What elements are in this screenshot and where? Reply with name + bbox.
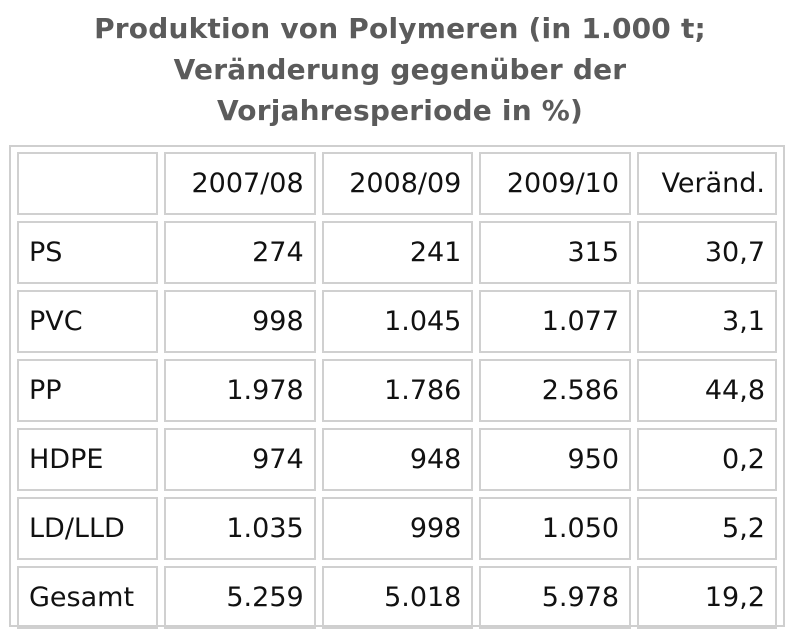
value-cell: 2.586 (479, 359, 632, 422)
row-label-cell: PP (17, 359, 158, 422)
value-cell: 315 (479, 221, 632, 284)
header-corner-cell (17, 152, 158, 215)
table-row: LD/LLD 1.035 998 1.050 5,2 (17, 497, 777, 560)
table-row: HDPE 974 948 950 0,2 (17, 428, 777, 491)
value-cell: 1.077 (479, 290, 632, 353)
column-header: 2009/10 (479, 152, 632, 215)
title-line-3: Vorjahresperiode in %) (216, 94, 584, 127)
value-cell: 0,2 (637, 428, 777, 491)
title-line-2: Veränderung gegenüber der (173, 53, 627, 86)
chart-title: Produktion von Polymeren (in 1.000 t; Ve… (0, 8, 800, 131)
table-body: 2007/08 2008/09 2009/10 Veränd. PS 274 241 315 3… (17, 152, 777, 629)
value-cell: 1.050 (479, 497, 632, 560)
value-cell: 5.978 (479, 566, 632, 629)
value-cell: 1.045 (321, 290, 474, 353)
column-header: 2008/09 (321, 152, 474, 215)
title-line-1: Produktion von Polymeren (in 1.000 t; (94, 12, 706, 45)
row-label-cell: PVC (17, 290, 158, 353)
value-cell: 44,8 (637, 359, 777, 422)
table-row: PS 274 241 315 30,7 (17, 221, 777, 284)
data-table-frame: 2007/08 2008/09 2009/10 Veränd. PS 274 241 315 3… (9, 145, 785, 629)
value-cell: 5,2 (637, 497, 777, 560)
value-cell: 1.786 (321, 359, 474, 422)
table-row: PP 1.978 1.786 2.586 44,8 (17, 359, 777, 422)
column-header: Veränd. (637, 152, 777, 215)
value-cell: 274 (163, 221, 316, 284)
row-label-cell: LD/LLD (17, 497, 158, 560)
table-header-row: 2007/08 2008/09 2009/10 Veränd. (17, 152, 777, 215)
value-cell: 1.978 (163, 359, 316, 422)
value-cell: 950 (479, 428, 632, 491)
value-cell: 998 (163, 290, 316, 353)
value-cell: 5.018 (321, 566, 474, 629)
value-cell: 30,7 (637, 221, 777, 284)
row-label-cell: HDPE (17, 428, 158, 491)
value-cell: 974 (163, 428, 316, 491)
value-cell: 1.035 (163, 497, 316, 560)
value-cell: 19,2 (637, 566, 777, 629)
value-cell: 3,1 (637, 290, 777, 353)
row-label-cell: Gesamt (17, 566, 158, 629)
column-header: 2007/08 (163, 152, 316, 215)
value-cell: 998 (321, 497, 474, 560)
data-table: 2007/08 2008/09 2009/10 Veränd. PS 274 241 315 3… (11, 146, 783, 635)
table-row: PVC 998 1.045 1.077 3,1 (17, 290, 777, 353)
row-label-cell: PS (17, 221, 158, 284)
table-row: Gesamt 5.259 5.018 5.978 19,2 (17, 566, 777, 629)
value-cell: 5.259 (163, 566, 316, 629)
value-cell: 241 (321, 221, 474, 284)
value-cell: 948 (321, 428, 474, 491)
